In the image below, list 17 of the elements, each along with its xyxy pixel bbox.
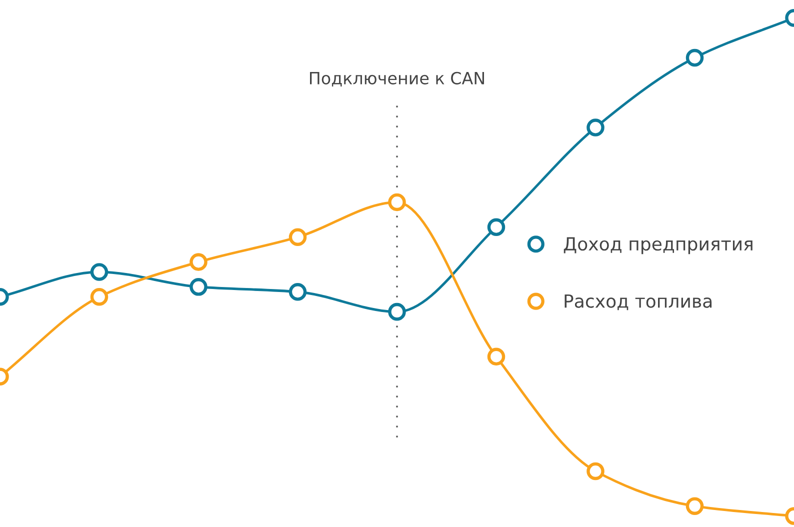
- point: [686, 48, 704, 67]
- legend-label: Доход предприятия: [564, 237, 752, 254]
- point: [487, 218, 506, 236]
- point: [686, 497, 704, 515]
- point: [586, 118, 604, 136]
- annotation: Подключение к CAN: [310, 72, 484, 87]
- point: [288, 283, 307, 301]
- point: [90, 288, 108, 306]
- point: [586, 462, 604, 480]
- point: [90, 263, 108, 281]
- point: [388, 193, 406, 212]
- point: [388, 302, 406, 321]
- point: [288, 228, 307, 246]
- point: [190, 253, 208, 271]
- point: [190, 278, 208, 296]
- point: [487, 348, 506, 366]
- legend-label: Расход топлива: [564, 294, 712, 310]
